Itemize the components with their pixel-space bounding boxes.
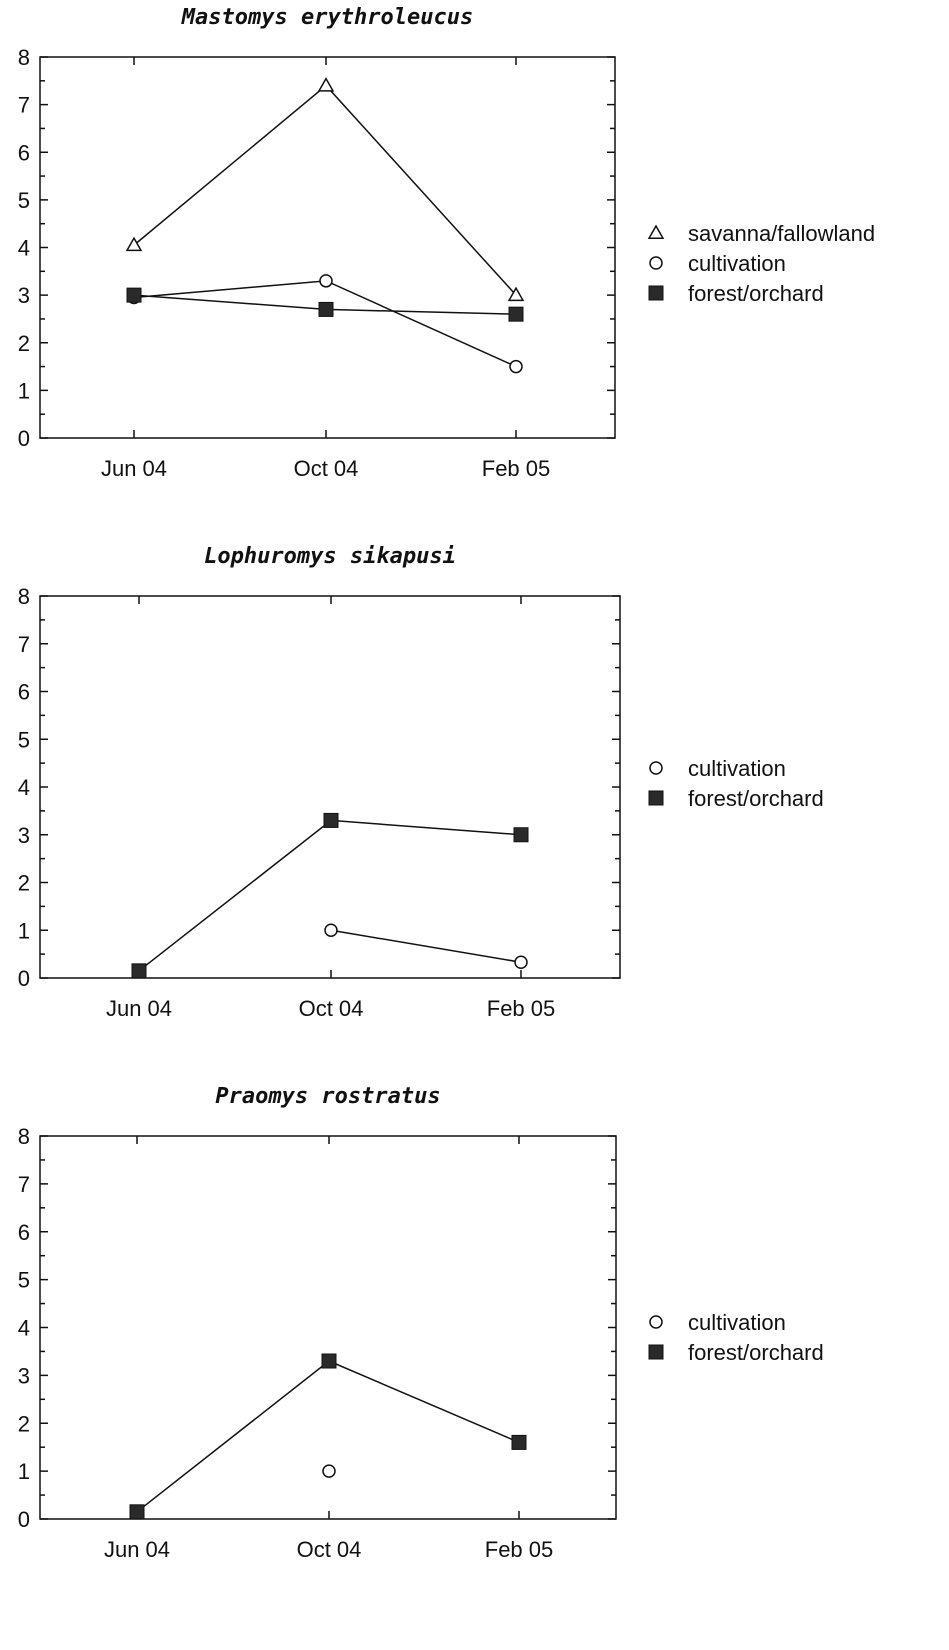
y-tick-label: 8: [18, 584, 30, 609]
y-tick-label: 1: [18, 1459, 30, 1484]
plot-frame: [39, 1135, 617, 1520]
data-point-cultivation: [322, 1464, 336, 1478]
x-tick-label: Feb 05: [485, 1537, 554, 1562]
x-tick-label: Oct 04: [297, 1537, 362, 1562]
x-tick-label: Oct 04: [294, 456, 359, 481]
legend-marker-cultivation: [649, 1315, 663, 1329]
chart-title: Mastomys erythroleucus: [181, 5, 473, 30]
x-tick-label: Jun 04: [106, 996, 172, 1021]
legend-marker-forest-orchard: [648, 285, 664, 301]
plot-frame: [39, 56, 616, 439]
y-tick-label: 1: [18, 378, 30, 403]
y-tick-label: 0: [18, 966, 30, 991]
y-tick-label: 6: [18, 680, 30, 705]
y-tick-label: 4: [18, 775, 30, 800]
chart-title: Praomys rostratus: [215, 1084, 440, 1109]
data-point-forest-orchard: [511, 1434, 527, 1450]
y-tick-label: 4: [18, 236, 30, 261]
data-point-savanna-fallowland: [507, 286, 525, 302]
y-tick-label: 0: [18, 1507, 30, 1532]
data-point-forest-orchard: [513, 827, 529, 843]
data-point-forest-orchard: [321, 1353, 337, 1369]
data-point-cultivation: [514, 955, 528, 969]
legend-label-forest-orchard: forest/orchard: [688, 786, 824, 811]
legend-label-forest-orchard: forest/orchard: [688, 281, 824, 306]
y-tick-label: 3: [18, 823, 30, 848]
y-tick-label: 8: [18, 1124, 30, 1149]
x-tick-label: Feb 05: [482, 456, 551, 481]
data-point-cultivation: [509, 359, 523, 374]
y-tick-label: 2: [18, 1411, 30, 1436]
x-tick-label: Jun 04: [101, 456, 167, 481]
data-point-savanna-fallowland: [125, 236, 143, 252]
data-point-forest-orchard: [318, 301, 334, 317]
chart-panel-2: Lophuromys sikapusi 0 1 2 3 4 5 6 7 8 Jun 04 Oct 04…: [18, 544, 824, 1021]
y-tick-label: 7: [18, 93, 30, 118]
y-tick-label: 1: [18, 918, 30, 943]
y-tick-label: 5: [18, 1268, 30, 1293]
y-tick-label: 7: [18, 1172, 30, 1197]
chart-title: Lophuromys sikapusi: [204, 544, 456, 569]
legend-label-cultivation: cultivation: [688, 251, 786, 276]
series-line-cultivation: [330, 929, 522, 963]
series-line-forest-orchard: [136, 1360, 520, 1513]
legend-label-forest-orchard: forest/orchard: [688, 1340, 824, 1365]
y-tick-label: 0: [18, 426, 30, 451]
legend-marker-savanna-fallowland: [647, 224, 665, 239]
legend-marker-cultivation: [649, 256, 663, 270]
data-point-forest-orchard: [129, 1504, 145, 1520]
x-tick-label: Jun 04: [104, 1537, 170, 1562]
x-tick-label: Feb 05: [487, 996, 556, 1021]
y-tick-label: 6: [18, 1220, 30, 1245]
series-line-forest-orchard: [138, 819, 522, 972]
legend-label-cultivation: cultivation: [688, 756, 786, 781]
y-tick-label: 2: [18, 871, 30, 896]
plot-frame: [39, 595, 621, 979]
chart-panel-1: Mastomys erythroleucus 0 1 2 3 4 5 6 7 8 Jun 04 Oct…: [18, 5, 875, 481]
data-point-cultivation: [319, 274, 333, 288]
legend-label-savanna-fallowland: savanna/fallowland: [688, 221, 875, 246]
legend-marker-forest-orchard: [648, 790, 664, 806]
y-tick-label: 5: [18, 188, 30, 213]
y-tick-label: 4: [18, 1316, 30, 1341]
data-point-forest-orchard: [508, 306, 524, 322]
data-point-forest-orchard: [131, 963, 147, 979]
legend-label-cultivation: cultivation: [688, 1310, 786, 1335]
y-tick-label: 8: [18, 45, 30, 70]
data-point-savanna-fallowland: [317, 77, 335, 92]
y-tick-label: 5: [18, 727, 30, 752]
y-tick-label: 2: [18, 331, 30, 356]
legend-marker-forest-orchard: [648, 1344, 664, 1360]
legend-marker-cultivation: [649, 761, 663, 775]
y-tick-label: 6: [18, 140, 30, 165]
y-tick-label: 3: [18, 1363, 30, 1388]
y-tick-label: 3: [18, 283, 30, 308]
data-point-cultivation: [324, 923, 338, 937]
chart-panel-3: Praomys rostratus 0 1 2 3 4 5 6 7 8 Jun 04 Oct 04 Fe…: [18, 1084, 824, 1562]
series-line-savanna-fallowland: [133, 84, 517, 296]
data-point-forest-orchard: [126, 287, 142, 303]
series-line-cultivation: [133, 280, 517, 368]
x-tick-label: Oct 04: [299, 996, 364, 1021]
y-tick-label: 7: [18, 632, 30, 657]
data-point-forest-orchard: [323, 812, 339, 828]
